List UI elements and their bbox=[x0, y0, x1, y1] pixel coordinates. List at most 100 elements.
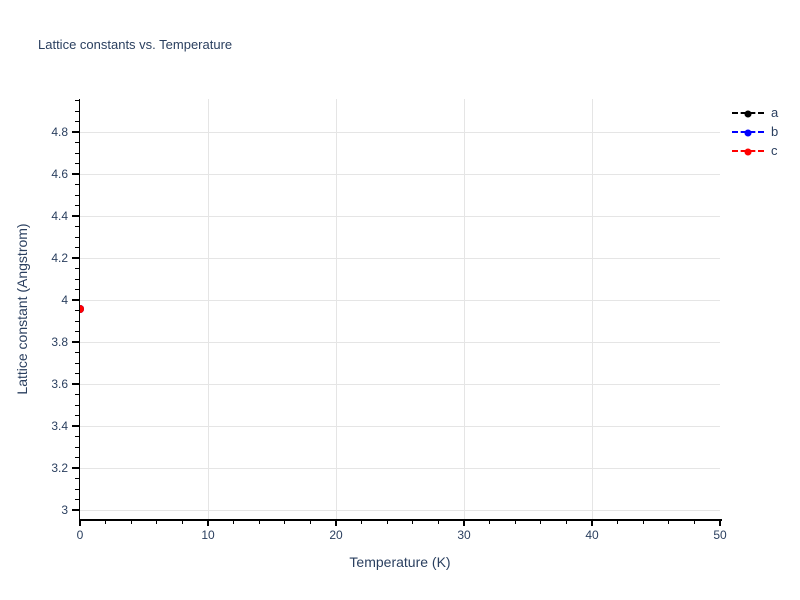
y-gridline bbox=[80, 215, 720, 217]
y-gridline bbox=[80, 341, 720, 343]
x-gridline bbox=[207, 99, 209, 519]
y-minor-tick bbox=[74, 226, 79, 228]
legend-marker-icon bbox=[744, 129, 752, 136]
x-tick-label: 0 bbox=[76, 528, 84, 542]
x-minor-tick bbox=[668, 520, 670, 524]
y-minor-tick bbox=[74, 373, 79, 375]
y-minor-tick bbox=[74, 446, 79, 448]
plot-area bbox=[80, 99, 720, 519]
y-major-tick bbox=[71, 341, 79, 343]
legend-item-b[interactable]: b bbox=[732, 122, 778, 141]
y-minor-tick bbox=[74, 436, 79, 438]
y-major-tick bbox=[71, 173, 79, 175]
legend-item-label: b bbox=[771, 124, 779, 139]
x-gridline bbox=[591, 99, 593, 519]
y-minor-tick bbox=[74, 205, 79, 207]
y-minor-tick bbox=[74, 236, 79, 238]
x-minor-tick bbox=[514, 520, 516, 524]
y-tick-label: 4.4 bbox=[51, 209, 68, 224]
x-minor-tick bbox=[489, 520, 491, 524]
y-tick-label: 4.8 bbox=[51, 125, 68, 140]
y-minor-tick bbox=[74, 152, 79, 154]
y-minor-tick bbox=[74, 394, 79, 396]
x-minor-tick bbox=[565, 520, 567, 524]
x-gridline bbox=[335, 99, 337, 519]
x-minor-tick bbox=[130, 520, 132, 524]
y-tick-label: 3.6 bbox=[51, 377, 68, 392]
y-minor-tick bbox=[74, 362, 79, 364]
y-minor-tick bbox=[74, 268, 79, 270]
y-major-tick bbox=[71, 509, 79, 511]
legend-marker-icon bbox=[744, 148, 752, 155]
y-tick-label: 3.8 bbox=[51, 335, 68, 350]
y-tick-label: 3 bbox=[61, 503, 68, 518]
x-major-tick bbox=[591, 520, 593, 526]
y-minor-tick bbox=[74, 499, 79, 501]
x-tick-label: 50 bbox=[713, 528, 727, 542]
x-minor-tick bbox=[642, 520, 644, 524]
x-tick-label: 10 bbox=[201, 528, 215, 542]
y-minor-tick bbox=[74, 121, 79, 123]
y-minor-tick bbox=[74, 110, 79, 112]
y-minor-tick bbox=[74, 415, 79, 417]
y-gridline bbox=[80, 257, 720, 259]
x-major-tick bbox=[719, 520, 721, 526]
chart-title: Lattice constants vs. Temperature bbox=[38, 37, 233, 52]
x-minor-tick bbox=[693, 520, 695, 524]
y-minor-tick bbox=[74, 352, 79, 354]
y-minor-tick bbox=[74, 142, 79, 144]
y-gridline bbox=[80, 425, 720, 427]
y-tick-label: 3.4 bbox=[51, 419, 68, 434]
legend-line-swatch bbox=[732, 148, 764, 155]
x-gridline bbox=[463, 99, 465, 519]
y-gridline bbox=[80, 299, 720, 301]
y-gridline bbox=[80, 467, 720, 469]
x-minor-tick bbox=[309, 520, 311, 524]
y-minor-tick bbox=[74, 331, 79, 333]
y-major-tick bbox=[71, 383, 79, 385]
y-minor-tick bbox=[74, 100, 79, 102]
x-minor-tick bbox=[105, 520, 107, 524]
y-gridline bbox=[80, 383, 720, 385]
x-minor-tick bbox=[386, 520, 388, 524]
y-major-tick bbox=[71, 467, 79, 469]
y-gridline bbox=[80, 173, 720, 175]
x-axis-title: Temperature (K) bbox=[349, 554, 451, 570]
legend-item-a[interactable]: a bbox=[732, 103, 778, 122]
y-tick-label: 3.2 bbox=[51, 461, 68, 476]
x-major-tick bbox=[79, 520, 81, 526]
x-minor-tick bbox=[156, 520, 158, 524]
y-minor-tick bbox=[74, 320, 79, 322]
y-gridline bbox=[80, 131, 720, 133]
y-tick-label: 4.6 bbox=[51, 167, 68, 182]
x-major-tick bbox=[207, 520, 209, 526]
x-major-tick bbox=[463, 520, 465, 526]
y-minor-tick bbox=[74, 457, 79, 459]
y-minor-tick bbox=[74, 488, 79, 490]
x-axis-line bbox=[78, 519, 722, 521]
y-minor-tick bbox=[74, 278, 79, 280]
x-minor-tick bbox=[617, 520, 619, 524]
y-gridline bbox=[80, 509, 720, 511]
y-minor-tick bbox=[74, 478, 79, 480]
legend-item-c[interactable]: c bbox=[732, 141, 778, 160]
y-tick-label: 4.2 bbox=[51, 251, 68, 266]
data-point-marker-c bbox=[80, 304, 84, 313]
y-major-tick bbox=[71, 299, 79, 301]
x-minor-tick bbox=[233, 520, 235, 524]
legend-marker-icon bbox=[744, 110, 752, 117]
y-major-tick bbox=[71, 425, 79, 427]
x-minor-tick bbox=[284, 520, 286, 524]
y-minor-tick bbox=[74, 404, 79, 406]
legend-line-swatch bbox=[732, 110, 764, 117]
x-minor-tick bbox=[361, 520, 363, 524]
legend-item-label: c bbox=[771, 143, 778, 158]
legend-line-swatch bbox=[732, 129, 764, 136]
y-minor-tick bbox=[74, 310, 79, 312]
legend-item-label: a bbox=[771, 105, 779, 120]
x-minor-tick bbox=[181, 520, 183, 524]
x-tick-label: 20 bbox=[329, 528, 343, 542]
x-tick-label: 40 bbox=[585, 528, 599, 542]
y-minor-tick bbox=[74, 184, 79, 186]
